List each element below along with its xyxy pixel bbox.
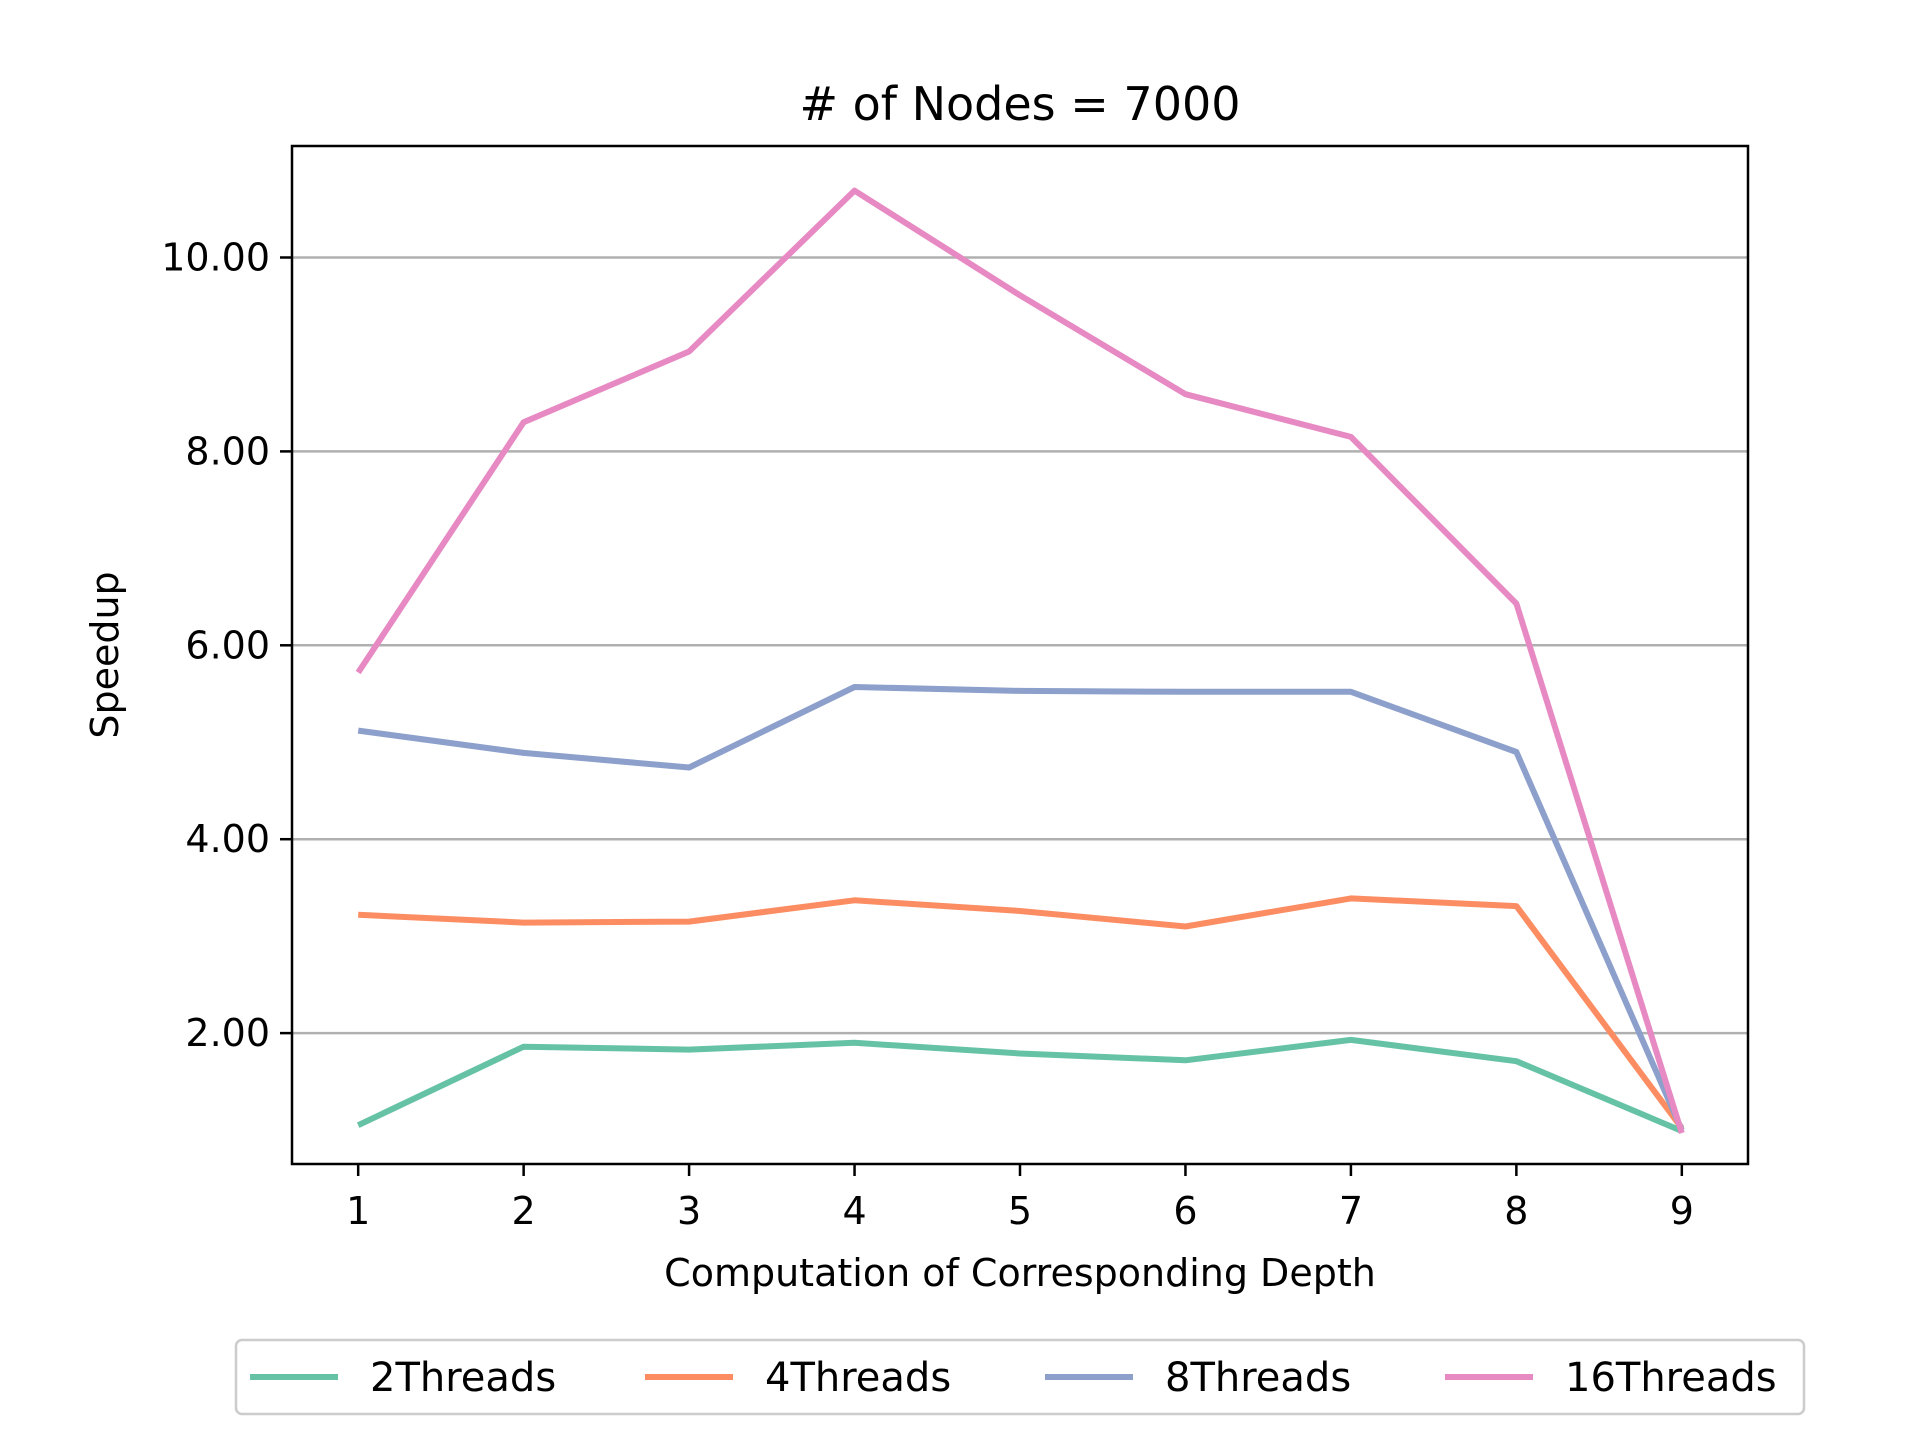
x-tick-label: 8 [1504, 1189, 1528, 1233]
legend-label: 8Threads [1165, 1355, 1351, 1401]
x-tick-label: 5 [1008, 1189, 1032, 1233]
series-line-16threads [355, 187, 1685, 1134]
series-line-2threads [356, 1036, 1683, 1134]
y-tick-label: 2.00 [185, 1011, 270, 1055]
y-tick-label: 8.00 [185, 429, 270, 473]
x-tick-label: 2 [512, 1189, 536, 1233]
chart-title: # of Nodes = 7000 [800, 77, 1241, 131]
series-lines [355, 187, 1685, 1134]
legend-label: 4Threads [765, 1355, 951, 1401]
y-tick-label: 10.00 [161, 235, 270, 279]
series-line-8threads [357, 684, 1685, 1132]
y-axis: 2.00 4.00 6.00 8.00 10.00 [161, 235, 292, 1055]
legend: 2Threads 4Threads 8Threads 16Threads [234, 1338, 1806, 1416]
x-axis: 1 2 3 4 5 6 7 8 9 [346, 1164, 1694, 1233]
x-tick-label: 9 [1670, 1189, 1694, 1233]
x-tick-label: 6 [1173, 1189, 1197, 1233]
y-tick-label: 4.00 [185, 817, 270, 861]
x-tick-label: 4 [842, 1189, 866, 1233]
x-tick-label: 3 [677, 1189, 701, 1233]
legend-label: 16Threads [1565, 1355, 1777, 1401]
x-tick-label: 1 [346, 1189, 370, 1233]
legend-entries: 2Threads 4Threads 8Threads 16Threads [250, 1355, 1777, 1401]
series-line-4threads [358, 895, 1685, 1130]
legend-frame [234, 1338, 1806, 1416]
y-axis-title: Speedup [83, 571, 127, 738]
gridlines [292, 256, 1748, 1035]
x-axis-title: Computation of Corresponding Depth [664, 1251, 1376, 1295]
x-tick-label: 7 [1339, 1189, 1363, 1233]
y-tick-label: 6.00 [185, 623, 270, 667]
legend-label: 2Threads [370, 1355, 556, 1401]
